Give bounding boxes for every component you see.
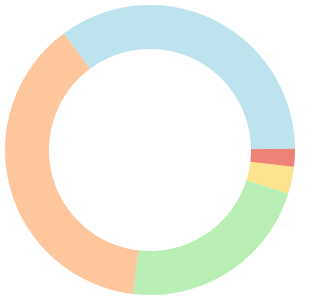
donut-slice (250, 148, 295, 167)
page: {"chart_data": {"type": "donut", "values… (4, 4, 295, 295)
donut-slice (4, 33, 139, 295)
donut-slice (63, 4, 295, 150)
donut-slice (246, 161, 295, 194)
donut-slice (133, 180, 289, 295)
chart (4, 4, 295, 295)
